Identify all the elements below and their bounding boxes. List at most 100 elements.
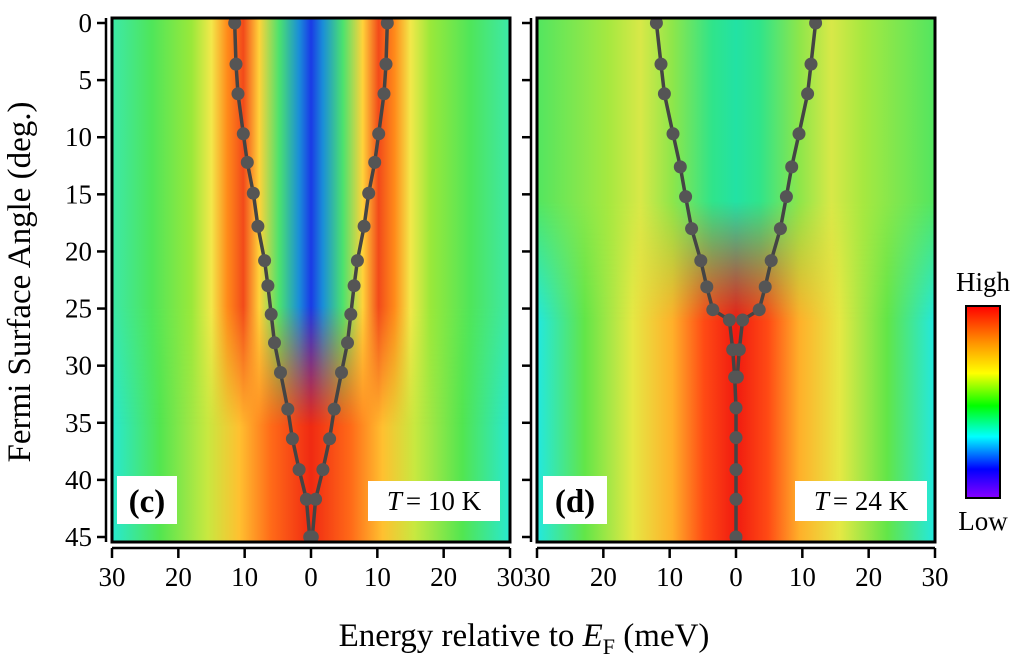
panel-c-gap-point [368,155,382,169]
panel-c-axes: 30 20 10 0 10 20 30 0 5 10 15 20 25 30 35 40 45 [65,8,524,592]
panel-d-x-tick-label: 0 [729,562,743,592]
panel-d-gap-point [804,57,818,71]
panel-d-gap-point [700,280,714,294]
panel-c-label-box: (c) [117,476,177,524]
panel-c-y-tick-label: 10 [65,122,92,152]
panel-d-gap-point [764,254,778,268]
panel-d-gap-point [729,463,743,477]
panel-c-gap-point [274,366,287,379]
panel-d-gap-point [729,431,743,445]
panel-c-gap-point [281,402,295,416]
panel-d-gap-point [732,343,746,357]
panel-c-gap-point [335,366,348,379]
panel-c-gap-point [327,402,341,416]
panel-c-gap-point [236,127,250,141]
panel-d-gap-point [801,87,815,101]
panel-c-x-tick-label: 30 [99,562,126,592]
x-axis-title: Energy relative to EF (meV) [339,618,710,659]
panel-c-y-tick-label: 5 [79,65,93,95]
panel-d-gap-point [736,313,750,327]
panel-c-x-tick-label: 0 [304,562,318,592]
panel-c-gap-point [377,87,391,101]
panel-d-label: (d) [555,484,595,520]
panel-d-gap-point [666,127,680,141]
panel-c-x-tick-label: 10 [231,562,258,592]
colorbar-scale [965,305,1001,499]
panel-d-gap-point [752,303,766,317]
panel-c-data [228,16,394,544]
panel-c-gap-point [350,254,364,268]
panel-d-gap-point [729,401,743,415]
panel-c-gap-point [229,57,243,71]
panel-d-gap-point [730,370,744,384]
panel-c-x-tick-label: 30 [497,562,524,592]
panel-d-gap-point [729,530,743,544]
panel-c-heatmap [112,18,510,542]
panel-c-gap-point [344,307,358,321]
panel-d-gap-point [649,16,663,30]
panel-c-gap-point [231,87,245,101]
panel-c-gap-point [251,219,265,233]
panel-c-gap-point [268,336,281,350]
panel-d-gap-point [706,303,720,317]
colorbar: High Low [956,267,1011,536]
panel-c-gap-point [372,127,386,141]
panel-c-gap-point [240,155,254,169]
panel-d-gap-point [657,87,671,101]
panel-d-gap-point [792,127,806,141]
panel-c-gap-point [285,432,299,446]
panel-d-temperature: T = 24 K [814,486,909,516]
panel-d-gap-point [685,222,699,236]
panel-c-gap-point [347,279,361,293]
panel-c-y-tick-label: 15 [65,179,92,209]
panel-d-gap-point [729,492,743,506]
panel-d-data [649,16,823,544]
panel-c-gap-point [246,186,260,200]
panel-c-gap-point [316,463,330,477]
panel-d-x-tick-label: 10 [656,562,683,592]
panel-c-label: (c) [129,484,166,520]
panel-c-y-tick-label: 40 [65,465,92,495]
panel-c-y-tick-label: 25 [65,294,92,324]
panel-d-x-tick-label: 20 [855,562,882,592]
panel-d-gap-point [673,160,687,174]
panel-d-gap-point [779,190,793,204]
panel-c-y-tick-label: 20 [65,236,92,266]
panel-c-frame [110,16,512,544]
panel-d-x-tick-label: 10 [789,562,816,592]
panel-c-gap-point [258,254,272,268]
panel-c-gap-point [261,279,275,293]
colorbar-high-label: High [956,267,1011,297]
panel-d-gap-point [785,160,799,174]
panel-c-y-tick-label: 30 [65,351,92,381]
panel-c-gap-point [228,16,242,30]
panel-d-axes: 30 20 10 0 10 20 30 [522,18,949,592]
panel-d-frame [535,16,937,544]
panel-d-temperature-box: T = 24 K [795,481,927,521]
panel-c-temperature-box: T = 10 K [368,481,500,521]
panel-d-gap-point [679,190,693,204]
panel-d-heatmap [537,18,935,542]
panel-c-gap-point [292,463,306,477]
panel-d-gap-point [694,254,708,268]
panel-c-gap-point [380,16,394,30]
panel-c-y-tick-label: 0 [79,8,93,38]
panel-d-x-tick-label: 30 [922,562,949,592]
panel-c-gap-point [323,432,337,446]
panel-d-gap-point [654,57,668,71]
panel-c-x-tick-label: 20 [430,562,457,592]
panel-c-y-tick-label: 35 [65,408,92,438]
panel-d-gap-point [722,313,736,327]
panel-c-gap-point [305,530,319,544]
panel-c-gap-point [264,307,278,321]
panel-c-gap-point [341,336,354,350]
panel-c-gap-point [299,492,313,506]
panel-c-x-tick-label: 20 [165,562,192,592]
panel-c-gap-point [379,57,393,71]
panel-c-gap-point [309,492,323,506]
panel-d-gap-point [773,222,787,236]
panel-c-y-tick-label: 45 [65,522,92,552]
colorbar-low-label: Low [958,506,1008,536]
panel-d-label-box: (d) [543,476,607,524]
